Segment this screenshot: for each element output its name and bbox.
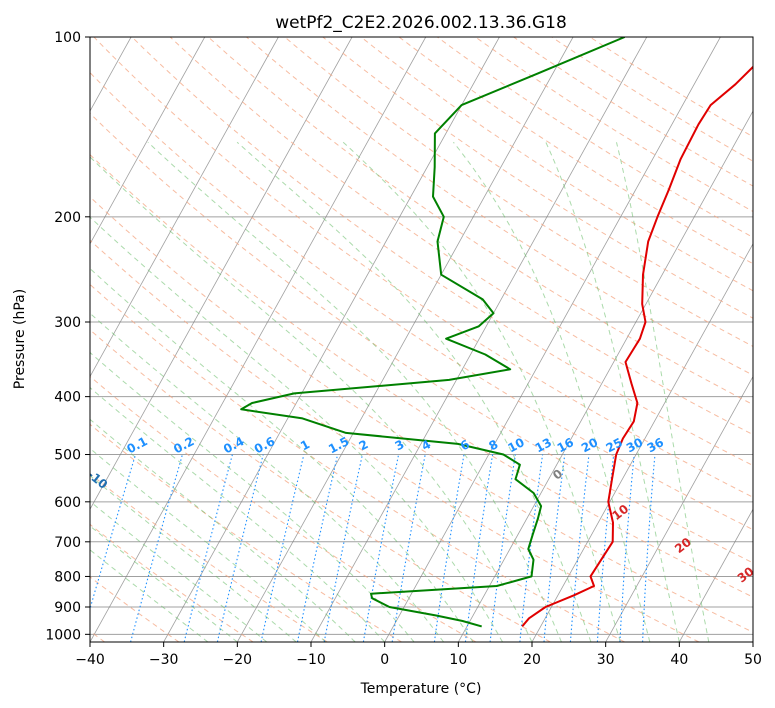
- dry-adiabat-line: [131, 37, 753, 467]
- isotherm-line: [384, 37, 721, 642]
- plot-area: -100-90-80-70-60-50-40-30-20-100.10.20.4…: [90, 37, 753, 642]
- y-tick-label: 300: [54, 315, 81, 331]
- isotherm-line: [90, 37, 279, 378]
- y-tick-label: 700: [54, 535, 81, 551]
- dry-adiabat-line: [90, 283, 625, 642]
- x-tick-label: 30: [597, 652, 615, 668]
- isotherm-line: [531, 242, 753, 642]
- dewpoint-profile-line: [240, 37, 626, 628]
- dry-adiabat-line: [207, 37, 753, 406]
- mixing-ratio-label: 10: [505, 435, 526, 455]
- x-tick-label: 40: [670, 652, 688, 668]
- dry-adiabat-line: [90, 523, 254, 642]
- x-tick-label: 50: [744, 652, 762, 668]
- x-tick-label: 0: [380, 652, 389, 668]
- moist-adiabat-line: [90, 447, 327, 642]
- y-tick-label: 500: [54, 448, 81, 464]
- moist-adiabat-line: [90, 351, 415, 642]
- chart-title: wetPf2_C2E2.2026.002.13.36.G18: [275, 13, 567, 33]
- x-axis-ticks: −40 −30 −20 −10 0 10 20 30 40 50: [75, 642, 762, 668]
- mixing-ratio-line: [543, 454, 566, 642]
- mixing-ratio-line: [569, 454, 590, 642]
- x-tick-label: −10: [296, 652, 326, 668]
- y-tick-label: 1000: [45, 627, 81, 643]
- mixing-ratio-label: 36: [645, 435, 666, 455]
- x-tick-label: 10: [449, 652, 467, 668]
- dry-adiabat-line: [169, 37, 753, 436]
- x-tick-label: −30: [149, 652, 179, 668]
- moist-adiabat-line: [90, 549, 209, 642]
- moist-adiabat-line: [545, 141, 680, 642]
- mixing-ratio-label: 30: [624, 435, 645, 455]
- dry-adiabat-line: [90, 375, 477, 642]
- mixing-ratio-line: [216, 454, 264, 642]
- x-tick-label: −40: [75, 652, 105, 668]
- y-axis-ticks: 100 200 300 400 500 600 700 800 900 1000: [45, 30, 90, 643]
- mixing-ratio-label: 25: [604, 435, 625, 455]
- x-tick-label: 20: [523, 652, 541, 668]
- y-tick-label: 400: [54, 390, 81, 406]
- dry-adiabat-line: [90, 239, 700, 642]
- y-tick-label: 100: [54, 30, 81, 46]
- dry-adiabat-line: [90, 473, 328, 642]
- moist-adiabat-line: [90, 386, 386, 642]
- dry-adiabat-line: [93, 37, 753, 498]
- isotherm-line: [310, 37, 648, 642]
- moist-adiabat-line: [616, 142, 710, 642]
- isotherm-line: [605, 375, 753, 642]
- y-tick-label: 600: [54, 495, 81, 511]
- y-axis-label: Pressure (hPa): [12, 289, 28, 389]
- moist-adiabat-lines: [90, 141, 710, 642]
- dry-adiabat-line: [551, 37, 753, 162]
- dry-adiabat-line: [90, 112, 753, 564]
- plot-frame: [89, 36, 754, 643]
- dry-adiabat-line: [90, 153, 753, 598]
- moist-adiabat-line: [90, 267, 474, 642]
- y-tick-label: 200: [54, 210, 81, 226]
- isotherm-line: [163, 37, 500, 642]
- isotherm-line: [90, 37, 353, 511]
- moist-adiabat-line: [90, 418, 356, 642]
- dry-adiabat-line: [90, 196, 753, 633]
- x-axis-label: Temperature (°C): [360, 681, 482, 697]
- isotherm-line: [236, 37, 574, 642]
- moist-adiabat-line: [90, 216, 503, 642]
- mixing-ratio-label: 20: [579, 435, 600, 455]
- isotherm-line: [678, 508, 753, 642]
- isotherm-line: [457, 110, 753, 642]
- mixing-ratio-line: [260, 454, 305, 642]
- isotherm-line: [90, 37, 206, 245]
- dry-adiabat-line: [90, 71, 753, 531]
- mixing-ratio-label: 16: [555, 435, 576, 455]
- isotherm-line: [90, 37, 427, 642]
- mixing-ratio-line: [642, 454, 656, 642]
- mixing-ratio-label: 13: [533, 435, 554, 455]
- moist-adiabat-line: [453, 141, 651, 642]
- moist-adiabat-line: [147, 141, 562, 642]
- moist-adiabat-line: [90, 525, 238, 642]
- moist-adiabat-line: [90, 500, 268, 642]
- dry-adiabat-line: [437, 37, 753, 238]
- mixing-ratio-line: [619, 454, 635, 642]
- mixing-ratio-line: [519, 454, 544, 642]
- moist-adiabat-line: [90, 156, 533, 642]
- mixing-ratio-line: [130, 454, 183, 642]
- y-tick-label: 900: [54, 600, 81, 616]
- y-tick-label: 800: [54, 569, 81, 585]
- dry-adiabat-line: [398, 37, 753, 265]
- dry-adiabat-lines: [90, 37, 753, 642]
- temperature-profile-line: [521, 65, 753, 628]
- x-tick-label: −20: [223, 652, 253, 668]
- profile-series: [240, 37, 753, 628]
- dry-adiabat-line: [90, 329, 551, 642]
- dry-adiabat-line: [246, 37, 753, 376]
- mixing-ratio-line: [183, 454, 233, 642]
- moist-adiabat-line: [236, 141, 592, 642]
- isotherm-lines: [90, 37, 753, 642]
